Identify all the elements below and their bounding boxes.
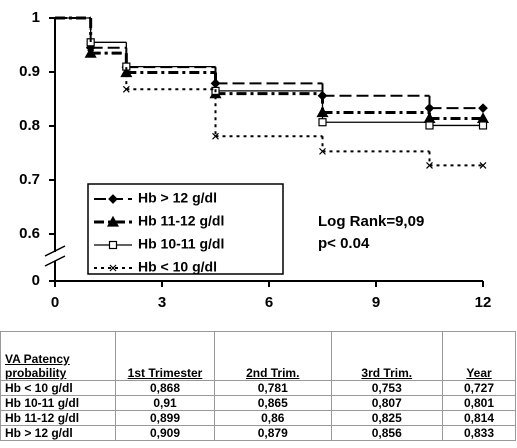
annotation: p< 0.04 [318, 235, 370, 252]
table-cell: 0,814 [442, 410, 516, 426]
table-cell: 0,807 [330, 395, 444, 411]
y-tick-label: 0.6 [19, 225, 40, 242]
marker [106, 215, 120, 227]
table-cell: 0,753 [330, 380, 444, 396]
table-cell: 0,825 [330, 410, 444, 426]
table-cell: 0,879 [214, 425, 332, 441]
marker [426, 161, 433, 169]
marker [424, 103, 435, 114]
patency-table: VA Patency probability 1st Trimester 2nd T… [0, 331, 516, 441]
axis-break [44, 255, 66, 267]
y-tick-label: 1 [32, 9, 40, 26]
marker [108, 194, 118, 204]
table-cell: 0,856 [330, 425, 444, 441]
table-cell: 0,91 [115, 395, 215, 411]
y-tick-label: 0.9 [19, 63, 40, 80]
table-cell: 0,833 [442, 425, 516, 441]
marker [87, 49, 95, 57]
table-row: Hb < 10 g/dl 0,868 0,781 0,753 0,727 [0, 380, 516, 396]
table-cell: 0,899 [115, 410, 215, 426]
table-cell: 0,909 [115, 425, 215, 441]
annotation: Log Rank=9,09 [318, 213, 424, 230]
table-cell: Hb < 10 g/dl [0, 380, 116, 396]
marker [212, 132, 219, 140]
marker [478, 103, 488, 114]
marker [109, 264, 117, 272]
marker [479, 161, 487, 169]
table-cell: 0,781 [214, 380, 332, 396]
table-row: Hb 10-11 g/dl 0,91 0,865 0,807 0,801 [0, 395, 516, 411]
table-header-row: VA Patency probability 1st Trimester 2nd T… [0, 331, 516, 381]
table-cell: 0,868 [115, 380, 215, 396]
header-cell: 2nd Trim. [214, 331, 332, 381]
table-cell: Hb > 12 g/dl [0, 425, 116, 441]
x-tick-label: 0 [51, 294, 59, 311]
marker [86, 38, 95, 47]
x-tick-label: 3 [158, 294, 166, 311]
marker [122, 85, 130, 93]
chart: 0 0.6 0.7 0.8 0.9 1 0 3 6 9 12 Hb > 12 g/dl Hb 11-12… [19, 9, 492, 311]
table-cell: 0,801 [442, 395, 516, 411]
table-cell: 0,865 [214, 395, 332, 411]
marker [108, 240, 118, 250]
x-tick-label: 6 [265, 294, 273, 311]
marker [478, 121, 488, 130]
legend-label: Hb < 10 g/dl [138, 259, 217, 275]
table-cell: 0,86 [214, 410, 332, 426]
x-tick-label: 12 [475, 294, 492, 311]
legend-label: Hb 11-12 g/dl [138, 213, 224, 229]
x-tick-label: 9 [372, 294, 380, 311]
header-cell: 1st Trimester [115, 331, 215, 381]
header-cell: 3rd Trim. [330, 331, 444, 381]
marker [425, 121, 434, 130]
marker [318, 118, 327, 127]
axis-break-gap [52, 252, 58, 261]
table-row: Hb 11-12 g/dl 0,899 0,86 0,825 0,814 [0, 410, 516, 426]
header-cell: VA Patency probability [0, 331, 116, 381]
table-row: Hb > 12 g/dl 0,909 0,879 0,856 0,833 [0, 425, 516, 441]
axis-break [44, 245, 66, 257]
marker [319, 147, 326, 155]
legend-label: Hb 10-11 g/dl [138, 236, 224, 252]
y-tick-label: 0.7 [19, 171, 40, 188]
table-cell: 0,727 [442, 380, 516, 396]
header-cell: Year [442, 331, 516, 381]
legend-label: Hb > 12 g/dl [138, 190, 217, 206]
y-tick-label: 0.8 [19, 117, 40, 134]
y-tick-label: 0 [32, 272, 40, 289]
table-cell: Hb 11-12 g/dl [0, 410, 116, 426]
table-cell: Hb 10-11 g/dl [0, 395, 116, 411]
